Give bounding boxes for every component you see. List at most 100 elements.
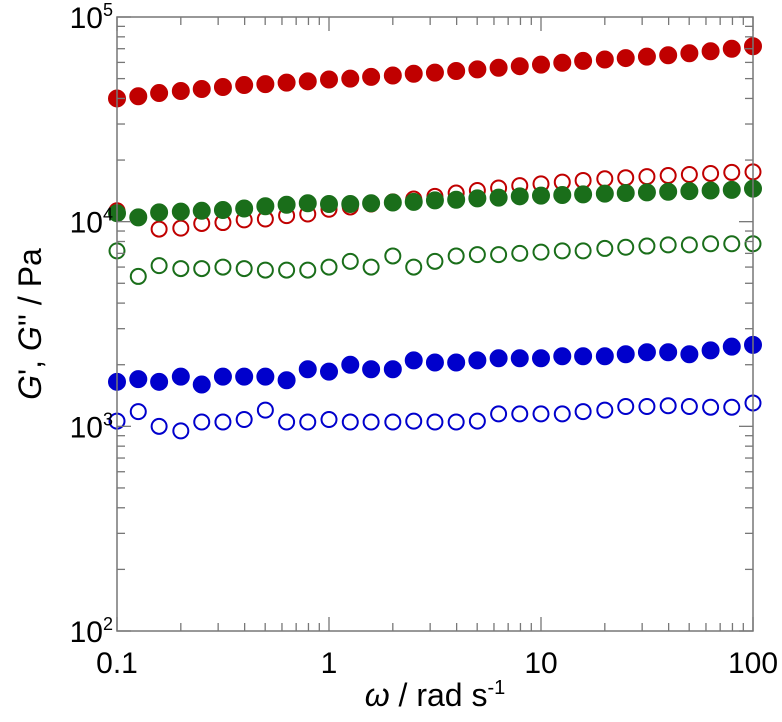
data-point: [129, 267, 147, 285]
data-point: [171, 81, 190, 100]
x-tick-label: 1: [321, 647, 338, 680]
data-point: [320, 194, 338, 213]
data-point: [256, 401, 274, 419]
data-point: [192, 201, 211, 220]
data-point: [447, 247, 465, 265]
data-point: [447, 353, 466, 372]
y-tick-label-base: 10: [70, 616, 103, 649]
data-point: [404, 64, 423, 83]
data-point: [341, 194, 360, 213]
data-point: [511, 405, 529, 423]
data-point: [659, 167, 677, 185]
data-point: [638, 168, 656, 186]
data-point: [129, 208, 148, 227]
data-point: [277, 195, 296, 214]
data-point: [510, 349, 529, 368]
y-axis-title-g1: G: [12, 375, 48, 400]
data-point: [405, 258, 423, 276]
data-point: [489, 188, 508, 207]
data-point: [362, 67, 381, 86]
data-point: [702, 235, 720, 253]
data-point: [447, 61, 466, 80]
series-0: [108, 37, 762, 108]
data-point: [722, 180, 741, 199]
y-axis-title: G', G'' / Pa: [12, 248, 48, 400]
data-point: [341, 69, 360, 88]
y-axis-title-g2: G: [12, 326, 48, 351]
data-point: [532, 405, 550, 423]
data-point: [213, 367, 232, 386]
data-point: [341, 252, 359, 270]
data-point: [129, 87, 148, 106]
data-point: [320, 362, 338, 381]
data-point: [468, 351, 487, 370]
data-point: [616, 345, 635, 364]
data-point: [362, 194, 381, 213]
data-point: [659, 397, 677, 415]
data-point: [532, 349, 550, 368]
y-tick-label: 105: [70, 0, 113, 35]
data-point: [192, 375, 211, 394]
data-point: [299, 261, 317, 279]
data-point: [171, 367, 190, 386]
data-point: [235, 260, 253, 278]
data-point: [595, 50, 614, 69]
data-point: [595, 184, 614, 203]
series-5: [108, 394, 762, 440]
data-point: [425, 63, 444, 82]
data-point: [532, 243, 550, 261]
data-point: [680, 166, 698, 184]
y-tick-label: 104: [70, 205, 113, 240]
data-point: [213, 201, 232, 220]
data-point: [277, 73, 296, 92]
data-point: [150, 257, 168, 275]
data-point: [489, 349, 508, 368]
data-point: [701, 42, 720, 61]
data-point: [426, 413, 444, 431]
data-point: [723, 235, 741, 253]
y-tick-label-exponent: 2: [103, 614, 113, 634]
data-point: [277, 371, 296, 390]
data-point: [383, 66, 402, 85]
data-point: [447, 190, 466, 209]
data-point: [150, 203, 169, 222]
data-point: [384, 413, 402, 431]
data-point: [256, 261, 274, 279]
data-point: [298, 360, 317, 379]
data-point: [425, 353, 444, 372]
data-point: [383, 193, 402, 212]
data-point: [701, 181, 720, 200]
data-point: [468, 412, 486, 430]
data-point: [193, 413, 211, 431]
y-tick-label-base: 10: [70, 207, 103, 240]
data-point: [574, 51, 593, 70]
data-point: [150, 84, 169, 103]
data-point: [214, 413, 232, 431]
data-point: [299, 413, 317, 431]
data-point: [171, 202, 190, 221]
x-tick-label: 10: [524, 647, 557, 680]
series-4: [108, 335, 762, 394]
data-point: [532, 186, 550, 205]
data-point: [595, 347, 614, 366]
data-point: [680, 44, 699, 63]
data-point: [659, 343, 678, 362]
y-axis-title-p2: '' / Pa: [12, 248, 48, 326]
data-point: [425, 191, 444, 210]
data-point: [574, 347, 593, 366]
data-point: [235, 367, 254, 386]
data-point: [616, 49, 635, 68]
data-point: [235, 410, 253, 428]
data-point: [320, 70, 338, 89]
data-point: [722, 39, 741, 58]
data-point: [447, 413, 465, 431]
data-point: [680, 345, 699, 364]
y-tick-label-base: 10: [70, 2, 103, 35]
data-point: [574, 403, 592, 421]
data-point: [553, 185, 572, 204]
data-point: [659, 46, 678, 65]
data-point: [235, 76, 254, 95]
data-point: [404, 351, 423, 370]
data-point: [702, 398, 720, 416]
